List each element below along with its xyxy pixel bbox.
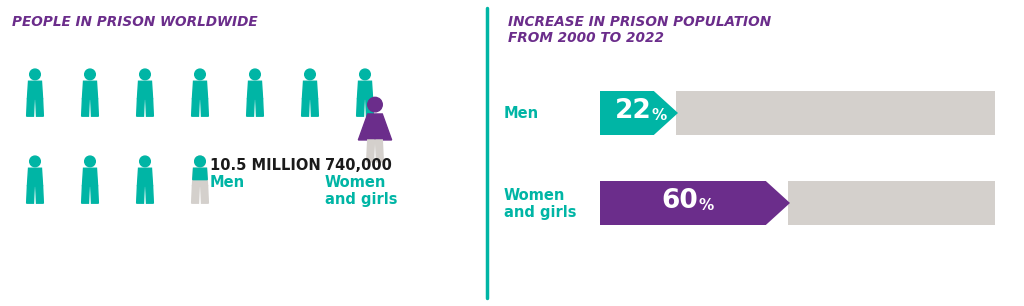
- Circle shape: [195, 156, 206, 167]
- Polygon shape: [193, 168, 208, 186]
- Circle shape: [139, 69, 151, 80]
- Polygon shape: [27, 99, 34, 116]
- Text: 60: 60: [662, 188, 698, 214]
- Polygon shape: [356, 99, 365, 116]
- Text: and girls: and girls: [504, 206, 577, 221]
- Circle shape: [139, 156, 151, 167]
- Polygon shape: [247, 99, 254, 116]
- Polygon shape: [201, 99, 208, 116]
- Circle shape: [30, 69, 40, 80]
- Polygon shape: [600, 181, 790, 225]
- Circle shape: [195, 69, 206, 80]
- Circle shape: [368, 97, 382, 112]
- Polygon shape: [27, 186, 34, 203]
- Polygon shape: [36, 99, 43, 116]
- FancyBboxPatch shape: [676, 91, 995, 135]
- Polygon shape: [366, 99, 374, 116]
- Polygon shape: [91, 186, 98, 203]
- Text: and girls: and girls: [325, 192, 397, 207]
- Polygon shape: [367, 140, 375, 162]
- Polygon shape: [82, 81, 97, 99]
- Polygon shape: [600, 91, 678, 135]
- Text: Women: Women: [504, 188, 565, 203]
- Text: INCREASE IN PRISON POPULATION: INCREASE IN PRISON POPULATION: [508, 15, 771, 29]
- Polygon shape: [357, 81, 373, 99]
- Polygon shape: [191, 99, 200, 116]
- Polygon shape: [145, 99, 154, 116]
- Polygon shape: [193, 81, 208, 99]
- Text: PEOPLE IN PRISON WORLDWIDE: PEOPLE IN PRISON WORLDWIDE: [12, 15, 258, 29]
- FancyBboxPatch shape: [788, 181, 995, 225]
- Polygon shape: [28, 168, 43, 186]
- Text: 740,000: 740,000: [325, 158, 392, 173]
- Polygon shape: [137, 81, 153, 99]
- Polygon shape: [302, 81, 317, 99]
- Polygon shape: [193, 168, 207, 180]
- Circle shape: [359, 69, 371, 80]
- Circle shape: [305, 69, 315, 80]
- Polygon shape: [91, 99, 98, 116]
- Polygon shape: [82, 186, 89, 203]
- Polygon shape: [201, 186, 208, 203]
- Polygon shape: [256, 99, 263, 116]
- Polygon shape: [28, 81, 43, 99]
- Circle shape: [195, 156, 206, 167]
- Polygon shape: [82, 99, 89, 116]
- Polygon shape: [376, 140, 383, 162]
- Polygon shape: [145, 186, 154, 203]
- Text: FROM 2000 TO 2022: FROM 2000 TO 2022: [508, 31, 664, 45]
- Text: Women: Women: [325, 175, 386, 190]
- Polygon shape: [136, 186, 144, 203]
- Polygon shape: [136, 99, 144, 116]
- Text: %: %: [651, 109, 667, 124]
- Text: %: %: [698, 199, 714, 214]
- Circle shape: [30, 156, 40, 167]
- Circle shape: [85, 69, 95, 80]
- Polygon shape: [358, 114, 391, 140]
- Polygon shape: [302, 99, 309, 116]
- Text: Men: Men: [504, 106, 539, 121]
- Text: Men: Men: [210, 175, 245, 190]
- Text: 10.5 MILLION: 10.5 MILLION: [210, 158, 321, 173]
- Polygon shape: [36, 186, 43, 203]
- Text: 22: 22: [614, 98, 651, 124]
- Circle shape: [250, 69, 260, 80]
- Polygon shape: [248, 81, 262, 99]
- Polygon shape: [191, 186, 200, 203]
- Polygon shape: [137, 168, 153, 186]
- Polygon shape: [82, 168, 97, 186]
- Polygon shape: [310, 99, 318, 116]
- Circle shape: [85, 156, 95, 167]
